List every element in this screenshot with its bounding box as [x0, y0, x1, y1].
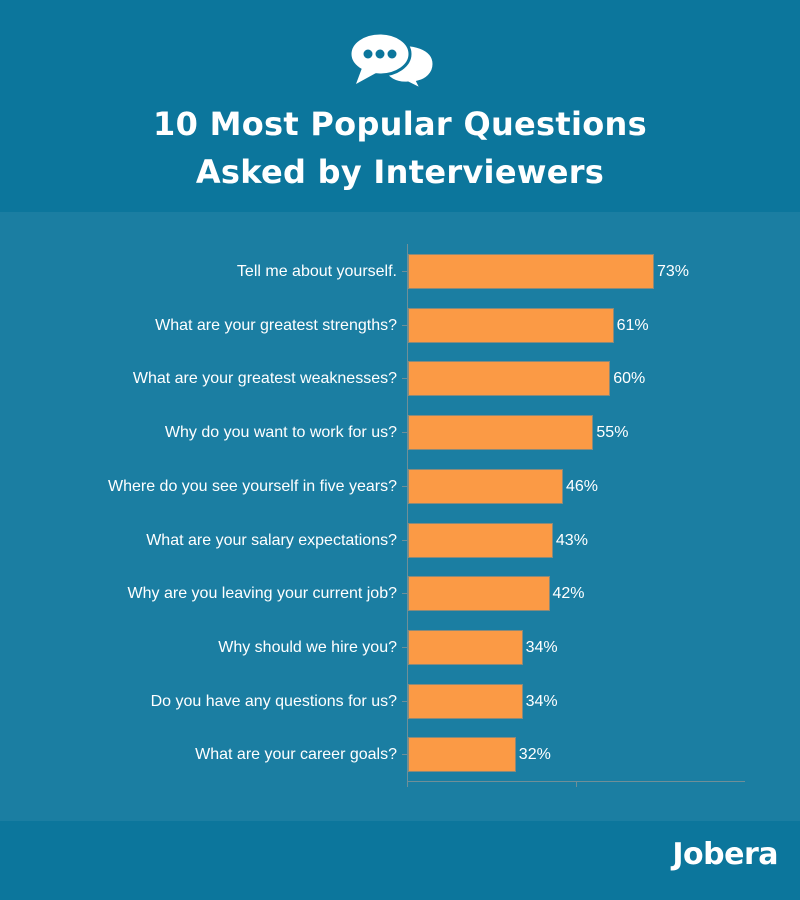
value-label: 34% — [525, 692, 558, 710]
y-tick — [402, 378, 407, 380]
bar-row: What are your salary expectations? 43% — [0, 522, 800, 559]
bar-row: Why do you want to work for us? 55% — [0, 415, 800, 451]
value-label: 73% — [657, 263, 690, 280]
bar-row: Where do you see yourself in five years?… — [0, 468, 800, 505]
category-label: Do you have any questions for us? — [150, 692, 397, 710]
bar — [408, 629, 523, 665]
bar — [408, 522, 553, 558]
speech-bubbles-icon — [348, 28, 440, 94]
value-label: 60% — [613, 370, 646, 388]
jobera-logo: Jobera — [672, 837, 778, 872]
value-label: 34% — [525, 638, 558, 656]
value-label: 42% — [552, 585, 585, 603]
x-tick-50 — [576, 781, 577, 787]
y-tick — [402, 324, 407, 326]
bar-row: What are your greatest strengths? 61% — [0, 307, 800, 344]
y-axis-line — [407, 244, 408, 783]
value-label: 43% — [555, 531, 588, 549]
bar — [408, 468, 563, 504]
y-tick — [402, 646, 407, 648]
bar — [408, 683, 523, 719]
value-label: 55% — [596, 424, 629, 442]
bar-row: What are your greatest weaknesses? 60% — [0, 361, 800, 397]
category-label: What are your salary expectations? — [146, 531, 397, 549]
x-tick-0 — [407, 781, 408, 787]
value-label: 61% — [616, 316, 649, 334]
title-line-1: 10 Most Popular Questions — [153, 105, 647, 143]
category-label: Why should we hire you? — [218, 638, 397, 656]
footer-band: Jobera — [0, 821, 800, 900]
bar — [408, 307, 614, 343]
bar-row: Why should we hire you? 34% — [0, 629, 800, 666]
category-label: Why do you want to work for us? — [164, 424, 397, 442]
bar-row: Why are you leaving your current job? 42% — [0, 576, 800, 612]
category-label: What are your greatest weaknesses? — [132, 370, 397, 388]
bar — [408, 415, 594, 451]
y-tick — [402, 432, 407, 434]
title-line-2: Asked by Interviewers — [195, 153, 605, 191]
category-label: Tell me about yourself. — [236, 263, 397, 280]
y-tick — [402, 271, 407, 272]
bar — [408, 361, 611, 397]
value-label: 46% — [566, 477, 599, 495]
header-band: 10 Most Popular Questions Asked by Inter… — [0, 0, 800, 212]
page-title: 10 Most Popular Questions Asked by Inter… — [0, 100, 800, 196]
category-label: What are your greatest strengths? — [155, 316, 397, 334]
bar — [408, 737, 516, 773]
category-label: Why are you leaving your current job? — [127, 585, 397, 603]
category-label: Where do you see yourself in five years? — [107, 477, 397, 495]
bar — [408, 254, 654, 289]
y-tick — [402, 539, 407, 541]
value-label: 32% — [518, 746, 551, 764]
category-label: What are your career goals? — [195, 746, 397, 764]
bar-row: What are your career goals? 32% — [0, 737, 800, 773]
bar-row: Tell me about yourself. 73% — [0, 254, 800, 290]
bar — [408, 576, 550, 612]
y-tick — [402, 485, 407, 487]
y-tick — [402, 593, 407, 595]
bar-row: Do you have any questions for us? 34% — [0, 683, 800, 720]
y-tick — [402, 700, 407, 702]
y-tick — [402, 754, 407, 756]
